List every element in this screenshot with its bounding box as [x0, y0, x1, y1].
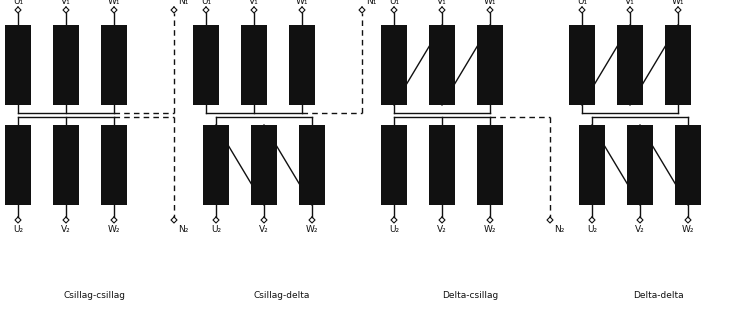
- Bar: [5, 25, 31, 105]
- Bar: [241, 25, 267, 105]
- Text: U₁: U₁: [201, 0, 211, 6]
- Text: V₂: V₂: [437, 224, 447, 233]
- Text: V₁: V₁: [61, 0, 71, 6]
- Text: W₁: W₁: [484, 0, 496, 6]
- Text: N₂: N₂: [178, 224, 188, 233]
- Bar: [203, 125, 229, 205]
- Bar: [299, 125, 325, 205]
- Text: U₂: U₂: [587, 224, 597, 233]
- Bar: [381, 125, 407, 205]
- Text: W₁: W₁: [108, 0, 120, 6]
- Text: W₂: W₂: [306, 224, 318, 233]
- Bar: [627, 125, 653, 205]
- Text: V₁: V₁: [437, 0, 447, 6]
- Text: Delta-csillag: Delta-csillag: [442, 290, 498, 299]
- Text: V₁: V₁: [625, 0, 635, 6]
- Text: U₂: U₂: [389, 224, 399, 233]
- Text: W₂: W₂: [682, 224, 694, 233]
- Bar: [579, 125, 605, 205]
- Text: V₂: V₂: [61, 224, 71, 233]
- Bar: [477, 25, 503, 105]
- Text: V₂: V₂: [259, 224, 269, 233]
- Bar: [251, 125, 277, 205]
- Text: Delta-delta: Delta-delta: [632, 290, 684, 299]
- Text: U₁: U₁: [13, 0, 23, 6]
- Bar: [569, 25, 595, 105]
- Bar: [53, 25, 79, 105]
- Text: W₂: W₂: [484, 224, 496, 233]
- Text: N₁: N₁: [178, 0, 188, 6]
- Text: V₂: V₂: [635, 224, 645, 233]
- Text: W₁: W₁: [296, 0, 308, 6]
- Text: U₁: U₁: [389, 0, 399, 6]
- Bar: [289, 25, 315, 105]
- Bar: [193, 25, 219, 105]
- Bar: [477, 125, 503, 205]
- Bar: [5, 125, 31, 205]
- Bar: [101, 25, 127, 105]
- Bar: [429, 25, 455, 105]
- Bar: [675, 125, 701, 205]
- Text: U₂: U₂: [13, 224, 23, 233]
- Bar: [617, 25, 643, 105]
- Text: N₁: N₁: [366, 0, 376, 6]
- Bar: [381, 25, 407, 105]
- Text: N₂: N₂: [554, 224, 564, 233]
- Text: W₁: W₁: [672, 0, 684, 6]
- Bar: [101, 125, 127, 205]
- Text: V₁: V₁: [249, 0, 259, 6]
- Bar: [53, 125, 79, 205]
- Text: Csillag-delta: Csillag-delta: [254, 290, 310, 299]
- Bar: [665, 25, 691, 105]
- Text: U₂: U₂: [211, 224, 221, 233]
- Text: U₁: U₁: [577, 0, 587, 6]
- Text: W₂: W₂: [108, 224, 120, 233]
- Bar: [429, 125, 455, 205]
- Text: Csillag-csillag: Csillag-csillag: [63, 290, 125, 299]
